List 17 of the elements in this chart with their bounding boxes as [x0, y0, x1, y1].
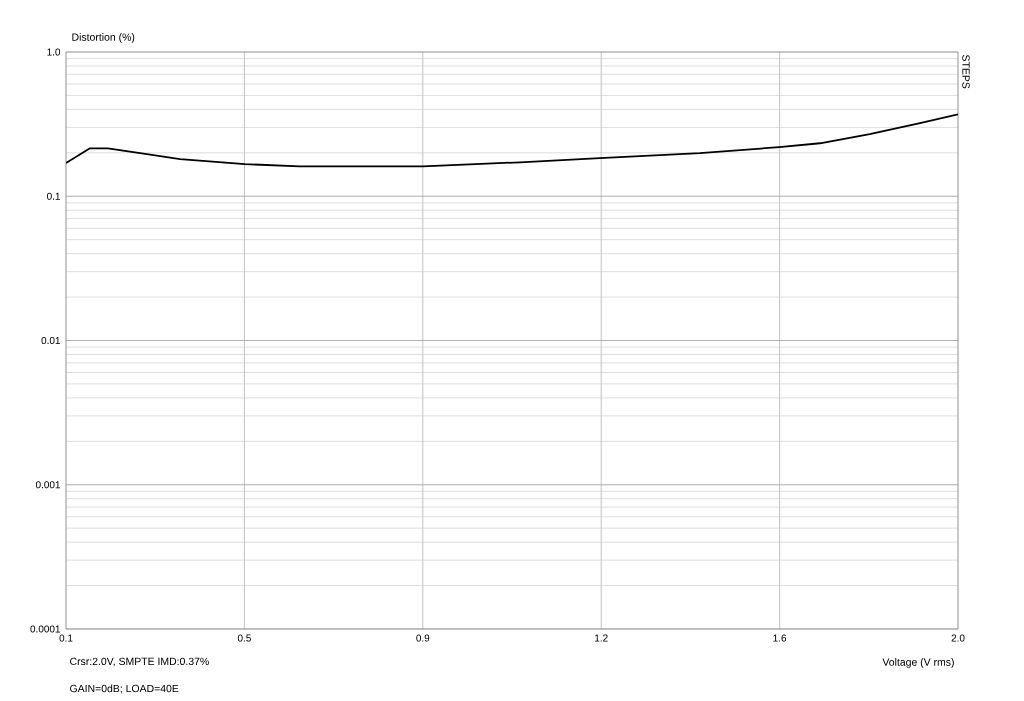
y-tick-label: 0.1 [47, 192, 61, 200]
x-tick-label: 0.1 [59, 634, 73, 642]
x-tick-label: 1.6 [773, 634, 787, 642]
text: GAIN=0dB; LOAD=40E [70, 684, 179, 694]
y-axis-title: Distortion (%) [72, 33, 135, 43]
x-tick-label: 1.2 [595, 634, 608, 642]
text: STEPS [962, 54, 970, 89]
y-tick-label: 0.0001 [30, 625, 61, 633]
x-tick-label: 2.0 [951, 634, 965, 642]
line-series [66, 113, 959, 168]
text: Crsr:2.0V, SMPTE IMD:0.37% [70, 657, 209, 667]
y-tick-label: 0.001 [35, 481, 61, 489]
y-tick-label: 1.0 [47, 48, 61, 56]
x-axis-title: Voltage (V rms) [882, 658, 954, 668]
x-tick-label: 0.5 [237, 634, 251, 642]
y-tick-label: 0.01 [41, 336, 61, 345]
x-tick-label: 0.9 [416, 634, 430, 642]
